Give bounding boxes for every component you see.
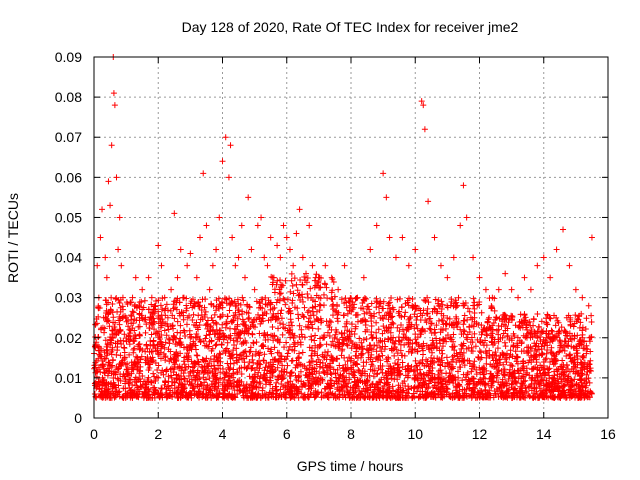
x-tick-label: 16 xyxy=(600,426,616,442)
x-tick-label: 2 xyxy=(154,426,162,442)
y-tick-label: 0.07 xyxy=(55,129,82,145)
roti-scatter-chart: 0 2 4 6 8 10 12 14 16 0 0.01 0.02 0.03 0.04 0.05 0.06 0.… xyxy=(0,0,640,480)
x-tick-label: 6 xyxy=(283,426,291,442)
chart-title: Day 128 of 2020, Rate Of TEC Index for r… xyxy=(182,19,519,35)
y-axis-label: ROTI / TECUs xyxy=(5,193,21,283)
y-tick-label: 0.01 xyxy=(55,370,82,386)
x-tick-label: 8 xyxy=(347,426,355,442)
y-tick-label: 0.02 xyxy=(55,330,82,346)
y-tick-label: 0.06 xyxy=(55,169,82,185)
x-tick-label: 10 xyxy=(407,426,423,442)
y-tick-label: 0.08 xyxy=(55,89,82,105)
x-tick-label: 14 xyxy=(536,426,552,442)
x-axis-label: GPS time / hours xyxy=(297,458,404,474)
x-tick-label: 4 xyxy=(219,426,227,442)
y-tick-label: 0.09 xyxy=(55,49,82,65)
y-tick-label: 0.05 xyxy=(55,209,82,225)
y-tick-label: 0.04 xyxy=(55,250,82,266)
y-tick-label: 0 xyxy=(74,410,82,426)
x-tick-label: 12 xyxy=(472,426,488,442)
x-tick-label: 0 xyxy=(90,426,98,442)
y-tick-label: 0.03 xyxy=(55,290,82,306)
